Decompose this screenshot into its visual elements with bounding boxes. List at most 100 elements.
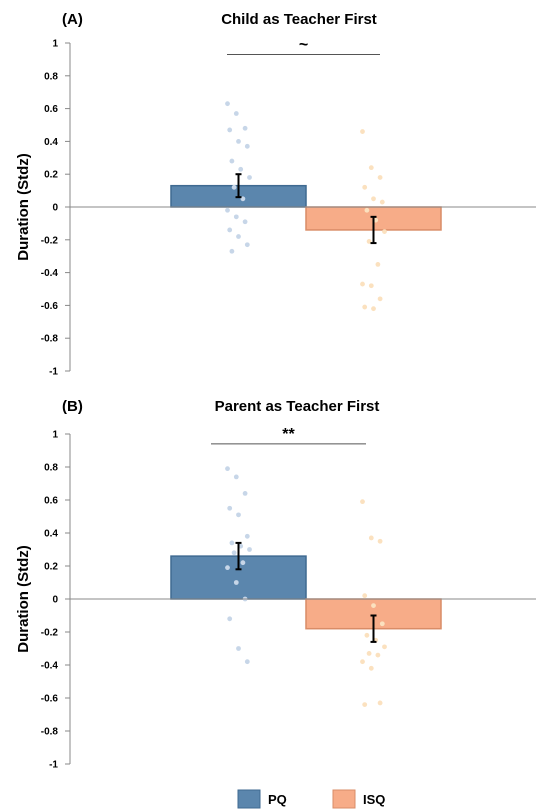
panel-b-y-tick-label: 0.8 (44, 463, 58, 474)
panel-b-title: Parent as Teacher First (215, 398, 380, 415)
panel-b-data-point (375, 652, 381, 658)
panel-a-y-axis-label: Duration (Stdz) (15, 153, 32, 260)
panel-a-data-point (244, 242, 250, 248)
panel-b-data-point (371, 603, 376, 608)
panel-a-data-point (371, 196, 376, 202)
panel-a-significance-label: ~ (299, 36, 308, 53)
panel-b-y-tick-label: 0.2 (44, 562, 58, 573)
panel-b-data-point (377, 700, 383, 706)
panel-a-data-point (377, 296, 383, 302)
panel-a-data-point (362, 304, 368, 310)
panel-b-data-point (227, 616, 233, 622)
panel-a-label: (A) (62, 11, 83, 28)
panel-b: (B) Parent as Teacher First Duration (St… (15, 398, 536, 771)
legend-pq-label: PQ (268, 792, 287, 807)
panel-a-data-point (364, 207, 370, 213)
panel-b-y-tick-label: -0.6 (41, 694, 59, 705)
legend: PQ ISQ (237, 789, 385, 809)
panel-b-data-point (244, 659, 250, 665)
panel-a-plot-area: 1 0.8 0.6 0.4 0.2 0 -0.2 -0.4 -0.6 -0.8 -1 ~ (41, 36, 536, 378)
panel-a-data-point (360, 129, 365, 134)
panel-a-data-point (233, 111, 239, 116)
panel-a-data-point (362, 184, 368, 190)
panel-a-data-point (377, 175, 383, 180)
panel-b-error-bar-pq (235, 541, 242, 571)
panel-b-data-point (240, 560, 246, 566)
panel-a-y-tick-label: -0.2 (41, 235, 59, 246)
panel-a-data-point (231, 184, 237, 190)
panel-a-data-point (240, 196, 246, 202)
panel-a: (A) Child as Teacher First Duration (Std… (15, 11, 536, 378)
panel-a-data-point (227, 127, 233, 133)
panel-b-data-point (364, 632, 370, 638)
panel-a-data-point (233, 214, 239, 220)
panel-a-data-point (247, 175, 252, 180)
panel-a-data-point (360, 281, 365, 287)
panel-a-data-point (375, 262, 381, 267)
panel-b-data-point (229, 540, 235, 546)
panel-a-data-point (236, 234, 241, 239)
panel-b-data-point (227, 505, 233, 511)
panel-a-data-point (368, 283, 374, 289)
panel-a-data-point (366, 239, 372, 244)
legend-pq-swatch (237, 789, 261, 809)
panel-a-y-tick-label: 0 (52, 203, 58, 214)
panel-b-data-point (225, 466, 230, 472)
panel-a-data-point (371, 306, 376, 312)
panel-a-title: Child as Teacher First (221, 11, 377, 28)
panel-b-data-point (379, 621, 385, 627)
panel-b-data-point (360, 659, 365, 665)
panel-b-data-point (231, 550, 237, 556)
panel-a-y-tick-label: 0.4 (44, 137, 58, 148)
panel-b-data-point (244, 533, 250, 539)
panel-b-label: (B) (62, 398, 83, 415)
panel-a-data-point (236, 139, 241, 144)
panel-a-data-point (368, 165, 374, 171)
panel-a-data-point (227, 227, 233, 233)
panel-b-data-point (377, 538, 383, 544)
panel-a-y-tick-label: -1 (49, 367, 58, 378)
panel-b-data-point (368, 535, 374, 541)
panel-a-y-tick-label: 0.8 (44, 71, 58, 82)
panel-a-data-point (229, 158, 235, 164)
panel-b-data-point (362, 593, 368, 599)
panel-a-error-bar-isq (370, 215, 377, 245)
panel-b-data-point (366, 651, 372, 656)
panel-b-data-point (236, 512, 241, 518)
panel-a-data-point (225, 101, 230, 107)
panel-a-data-point (244, 143, 250, 149)
panel-a-data-point (379, 199, 385, 205)
panel-b-significance-label: ** (282, 426, 295, 443)
panel-a-y-tick-label: -0.8 (41, 334, 59, 345)
panel-a-data-point (225, 207, 230, 213)
panel-a-y-tick-label: 1 (52, 39, 58, 50)
legend-isq-swatch (332, 789, 356, 809)
panel-b-y-tick-label: 1 (52, 430, 58, 441)
panel-b-data-point (225, 565, 230, 571)
panel-a-data-point (382, 229, 387, 235)
panel-a-y-tick-label: -0.4 (41, 268, 59, 279)
panel-b-plot-area: 1 0.8 0.6 0.4 0.2 0 -0.2 -0.4 -0.6 -0.8 -1 ** (41, 426, 536, 771)
panel-a-y-tick-label: 0.2 (44, 170, 58, 181)
panel-a-data-point (242, 125, 248, 131)
panel-b-data-point (247, 547, 252, 552)
panel-b-data-point (382, 644, 387, 650)
panel-b-y-tick-label: -1 (49, 760, 58, 771)
panel-b-error-bar-isq (370, 614, 377, 643)
panel-b-y-tick-label: -0.2 (41, 628, 59, 639)
panel-b-y-tick-label: -0.8 (41, 727, 59, 738)
panel-b-y-axis-label: Duration (Stdz) (15, 545, 32, 652)
panel-a-data-point (229, 248, 235, 254)
panel-a-error-bar-pq (235, 173, 242, 199)
panel-b-data-point (233, 580, 239, 585)
panel-b-data-point (362, 702, 368, 707)
legend-isq-label: ISQ (363, 792, 385, 807)
panel-b-data-point (368, 665, 374, 671)
panel-b-data-point (233, 474, 239, 480)
panel-a-y-tick-label: -0.6 (41, 301, 59, 312)
panel-b-y-tick-label: 0 (52, 595, 58, 606)
panel-b-y-tick-label: -0.4 (41, 661, 59, 672)
panel-b-y-tick-label: 0.4 (44, 529, 58, 540)
panel-a-y-tick-label: 0.6 (44, 104, 58, 115)
